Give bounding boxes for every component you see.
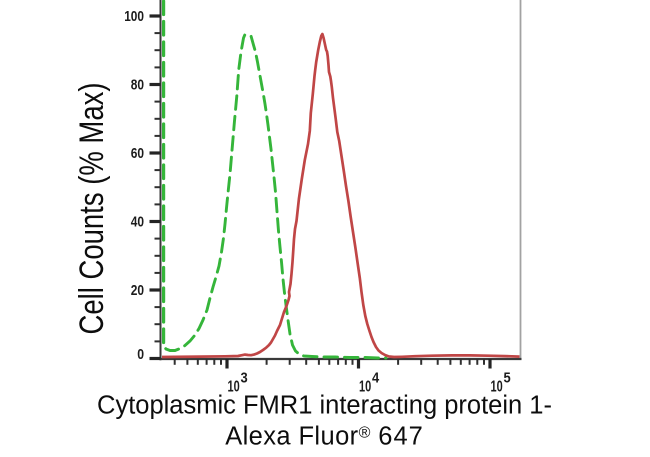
- svg-text:10: 10: [228, 379, 240, 396]
- svg-text:80: 80: [131, 77, 144, 94]
- svg-text:0: 0: [137, 346, 144, 363]
- svg-text:20: 20: [131, 282, 144, 299]
- svg-text:Cytoplasmic FMR1 interacting p: Cytoplasmic FMR1 interacting protein 1-: [97, 392, 552, 420]
- svg-text:60: 60: [131, 145, 144, 162]
- svg-text:10: 10: [359, 379, 371, 396]
- svg-text:Cell Counts (% Max): Cell Counts (% Max): [73, 83, 111, 335]
- svg-text:5: 5: [504, 371, 511, 387]
- svg-text:40: 40: [131, 214, 144, 231]
- svg-text:Alexa Fluor® 647: Alexa Fluor® 647: [225, 423, 424, 451]
- svg-text:100: 100: [124, 8, 144, 25]
- svg-text:10: 10: [491, 379, 503, 396]
- svg-text:4: 4: [372, 371, 379, 387]
- svg-text:3: 3: [241, 371, 248, 387]
